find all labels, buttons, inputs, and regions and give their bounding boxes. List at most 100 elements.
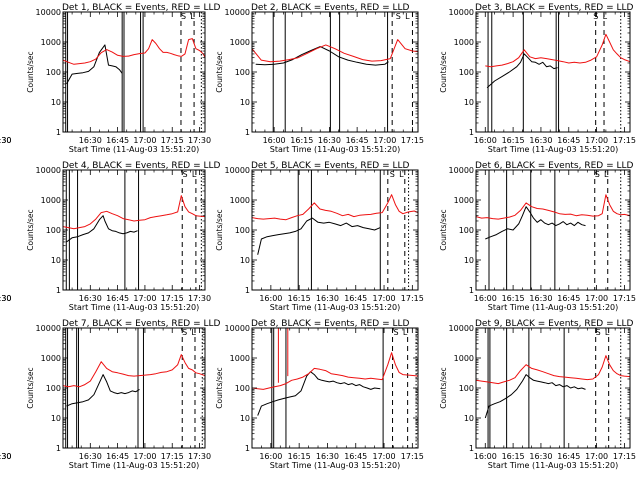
y-tick-label: 10 [464, 98, 474, 107]
x-tick-label: 16:00 [474, 452, 497, 461]
x-tick-label: 17:15 [401, 294, 424, 303]
y-axis-label: Counts/sec [215, 209, 224, 250]
y-axis-label: Counts/sec [439, 209, 448, 250]
marker-label: L [403, 328, 408, 337]
series-line [252, 352, 418, 390]
x-axis-label: Start Time (11-Aug-03 15:51:20) [270, 461, 401, 470]
y-tick-label: 1 [245, 286, 250, 295]
x-tick-label: 17:30 [0, 294, 12, 303]
plot-area [476, 170, 630, 290]
y-tick-label: 100 [46, 68, 61, 77]
y-tick-label: 10000 [36, 324, 61, 333]
x-tick-label: 16:15 [502, 452, 525, 461]
y-axis-label: Counts/sec [215, 51, 224, 92]
x-tick-label: 16:45 [344, 452, 367, 461]
y-tick-label: 1 [245, 128, 250, 137]
panel-title: Det 1, BLACK = Events, RED = LLD [62, 3, 221, 13]
series-line [255, 46, 389, 66]
plot-frame [251, 169, 419, 291]
y-axis-label: Counts/sec [439, 367, 448, 408]
x-tick-label: 17:30 [188, 452, 211, 461]
marker-label: S [181, 12, 186, 21]
x-tick-label: 17:00 [373, 136, 396, 145]
x-tick-label: 16:15 [288, 452, 311, 461]
chart-panel: 1 10 100 1000 10000 16:30 16:45 17:00 17:15 17:30… [26, 3, 221, 154]
x-tick-label: 17:00 [373, 294, 396, 303]
series-line [252, 194, 418, 221]
y-tick-label: 10000 [449, 166, 474, 175]
marker-label: S [396, 12, 401, 21]
y-tick-label: 10 [464, 256, 474, 265]
x-tick-label: 16:30 [529, 294, 552, 303]
x-axis-label: Start Time (11-Aug-03 15:51:20) [69, 303, 200, 312]
chart-panel: 1 10 100 1000 10000 16:00 16:15 16:30 16:45 17:00… [0, 319, 424, 470]
series-line [66, 44, 123, 85]
panel-title: Det 9, BLACK = Events, RED = LLD [475, 319, 634, 329]
x-tick-label: 16:00 [474, 294, 497, 303]
x-tick-label: 17:30 [0, 294, 12, 303]
y-tick-label: 100 [459, 384, 474, 393]
series-line [484, 374, 586, 419]
y-tick-label: 10 [240, 256, 250, 265]
y-tick-label: 1000 [230, 196, 250, 205]
x-axis-label: Start Time (11-Aug-03 15:51:20) [488, 145, 619, 154]
chart-panel: 1 10 100 1000 10000 16:00 16:15 16:30 16:45 17:00… [0, 3, 636, 154]
x-tick-label: 17:30 [0, 452, 12, 461]
x-tick-label: 17:15 [161, 452, 184, 461]
x-tick-label: 16:30 [318, 136, 341, 145]
marker-label: S [394, 328, 399, 337]
y-tick-label: 10000 [449, 8, 474, 17]
y-axis-label: Counts/sec [26, 209, 35, 250]
x-tick-label: 17:15 [401, 452, 424, 461]
y-tick-label: 1000 [41, 38, 61, 47]
plot-frame [62, 11, 206, 133]
y-tick-label: 1 [469, 128, 474, 137]
x-tick-label: 16:15 [288, 294, 311, 303]
y-tick-label: 1 [469, 444, 474, 453]
x-tick-label: 17:30 [0, 136, 12, 145]
x-tick-label: 16:30 [316, 452, 339, 461]
x-tick-label: 17:00 [133, 452, 156, 461]
x-tick-label: 16:45 [106, 294, 129, 303]
x-tick-label: 16:00 [259, 294, 282, 303]
y-tick-label: 1 [56, 286, 61, 295]
x-tick-label: 17:30 [0, 452, 12, 461]
x-tick-label: 16:45 [106, 452, 129, 461]
x-tick-label: 17:00 [585, 452, 608, 461]
x-tick-label: 16:45 [344, 294, 367, 303]
x-tick-label: 16:30 [79, 294, 102, 303]
plot-frame [62, 327, 206, 449]
panel-title: Det 6, BLACK = Events, RED = LLD [475, 161, 634, 171]
marker-label: L [603, 12, 608, 21]
y-tick-label: 1 [469, 286, 474, 295]
x-tick-label: 17:15 [613, 294, 636, 303]
x-axis-label: Start Time (11-Aug-03 15:51:20) [270, 303, 401, 312]
y-tick-label: 100 [459, 226, 474, 235]
y-tick-label: 1 [56, 444, 61, 453]
panel-title: Det 8, BLACK = Events, RED = LLD [251, 319, 410, 329]
y-tick-label: 10000 [225, 324, 250, 333]
panel-title: Det 5, BLACK = Events, RED = LLD [251, 161, 410, 171]
y-tick-label: 10 [51, 256, 61, 265]
plot-area [63, 328, 205, 448]
marker-label: S [182, 328, 187, 337]
x-tick-label: 17:15 [613, 452, 636, 461]
x-tick-label: 16:30 [316, 294, 339, 303]
marker-label: S [183, 170, 188, 179]
marker-label: S [593, 12, 598, 21]
chart-panel: 1 10 100 1000 10000 16:30 16:45 17:00 17:15 17:30… [26, 319, 221, 470]
y-tick-label: 1 [245, 444, 250, 453]
chart-panel: 1 10 100 1000 10000 16:30 16:45 17:00 17:15 17:30… [26, 161, 221, 312]
x-tick-label: 16:00 [263, 136, 286, 145]
x-axis-label: Start Time (11-Aug-03 15:51:20) [488, 303, 619, 312]
x-tick-label: 17:00 [585, 136, 608, 145]
x-tick-label: 16:45 [557, 452, 580, 461]
series-line [66, 374, 140, 407]
x-tick-label: 16:45 [557, 294, 580, 303]
plot-area [252, 170, 418, 290]
series-line [63, 354, 205, 388]
x-tick-label: 17:00 [373, 452, 396, 461]
series-line [476, 194, 630, 220]
y-tick-label: 1000 [230, 354, 250, 363]
